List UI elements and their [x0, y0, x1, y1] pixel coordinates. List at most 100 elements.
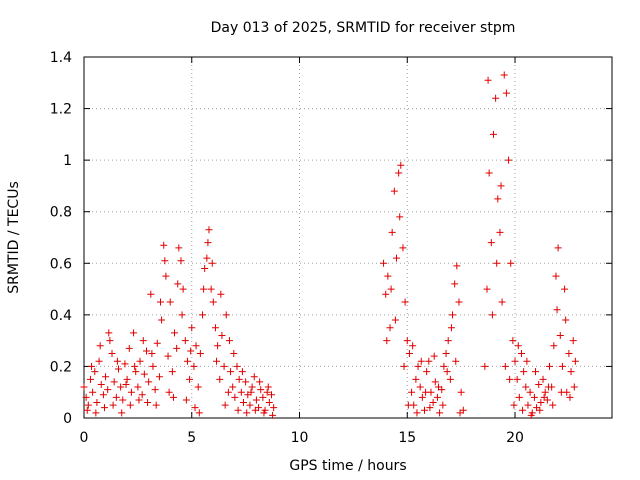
data-point	[267, 391, 275, 399]
data-point	[522, 383, 530, 391]
data-point	[132, 368, 140, 376]
data-point	[423, 368, 431, 376]
data-point	[484, 76, 492, 84]
data-point	[487, 239, 495, 247]
x-tick-label: 10	[291, 430, 309, 446]
data-point	[119, 396, 127, 404]
data-point	[250, 373, 258, 381]
data-point	[485, 169, 493, 177]
x-tick-label: 20	[506, 430, 524, 446]
data-point	[121, 360, 129, 368]
data-point	[435, 383, 443, 391]
data-point	[566, 393, 574, 401]
data-point	[422, 388, 430, 396]
data-point	[243, 409, 251, 417]
data-point	[519, 406, 527, 414]
data-point	[175, 244, 183, 252]
data-point	[222, 311, 230, 319]
data-point	[562, 316, 570, 324]
data-point	[83, 406, 91, 414]
data-point	[152, 401, 160, 409]
data-point	[527, 411, 535, 419]
data-point	[201, 264, 209, 272]
data-point	[110, 378, 118, 386]
data-point	[270, 404, 278, 412]
data-point	[383, 337, 391, 345]
data-point	[105, 329, 113, 337]
data-point	[488, 311, 496, 319]
data-point	[145, 378, 153, 386]
data-point	[97, 380, 105, 388]
data-point	[536, 406, 544, 414]
data-point	[224, 388, 232, 396]
data-point	[569, 337, 577, 345]
data-point	[177, 257, 185, 265]
data-point	[456, 409, 464, 417]
data-point	[433, 393, 441, 401]
data-point	[502, 89, 510, 97]
data-point	[218, 331, 226, 339]
data-point	[168, 368, 176, 376]
data-point	[139, 337, 147, 345]
data-point	[426, 404, 434, 412]
data-point	[501, 362, 509, 370]
data-point	[457, 388, 465, 396]
data-point	[565, 350, 573, 358]
data-point	[112, 393, 120, 401]
data-point	[382, 290, 390, 298]
data-point	[404, 401, 412, 409]
data-point	[511, 357, 519, 365]
data-point	[414, 362, 422, 370]
data-point	[264, 383, 272, 391]
data-point	[239, 399, 247, 407]
y-tick-label: 1	[63, 153, 72, 169]
y-tick-label: 1.2	[50, 102, 72, 118]
data-point	[158, 316, 166, 324]
data-point	[214, 342, 222, 350]
data-point	[481, 362, 489, 370]
x-tick-label: 5	[187, 430, 196, 446]
data-point	[187, 347, 195, 355]
data-point	[265, 399, 273, 407]
data-point	[397, 161, 405, 169]
data-point	[234, 406, 242, 414]
data-point	[390, 187, 398, 195]
data-point	[493, 259, 501, 267]
data-point	[391, 316, 399, 324]
data-point	[405, 350, 413, 358]
data-point	[531, 368, 539, 376]
data-point	[147, 290, 155, 298]
data-point	[209, 298, 217, 306]
data-point	[182, 396, 190, 404]
data-point	[131, 362, 139, 370]
data-point	[515, 393, 523, 401]
data-point	[507, 259, 515, 267]
data-point	[89, 388, 97, 396]
data-point	[513, 375, 521, 383]
data-point	[127, 388, 135, 396]
data-point	[134, 383, 142, 391]
data-point	[225, 337, 233, 345]
data-point	[196, 350, 204, 358]
data-point	[387, 285, 395, 293]
data-point	[557, 388, 565, 396]
data-point	[517, 350, 525, 358]
data-point	[208, 259, 216, 267]
data-point	[248, 383, 256, 391]
data-point	[93, 399, 101, 407]
data-point	[549, 401, 557, 409]
data-point	[242, 378, 250, 386]
data-point	[540, 393, 548, 401]
y-tick-label: 0.2	[50, 359, 72, 375]
data-point	[408, 388, 416, 396]
data-point	[496, 228, 504, 236]
data-point	[399, 244, 407, 252]
data-point	[169, 393, 177, 401]
data-point	[260, 409, 268, 417]
data-point	[451, 280, 459, 288]
data-point	[136, 357, 144, 365]
data-point	[571, 357, 579, 365]
data-point	[453, 262, 461, 270]
data-point	[99, 391, 107, 399]
data-point	[412, 375, 420, 383]
